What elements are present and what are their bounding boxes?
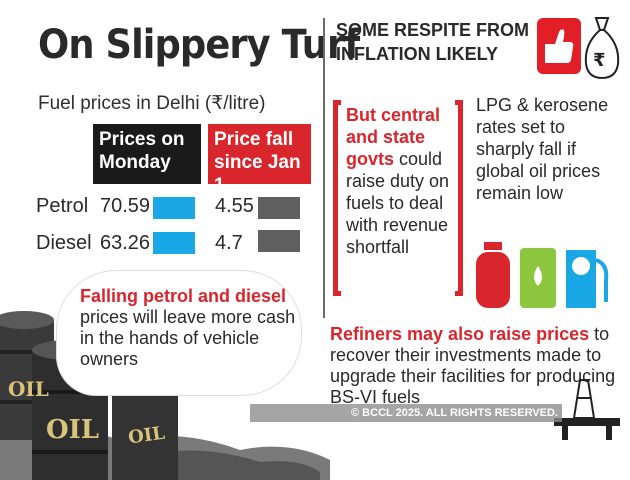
barrel-left-label: OIL [8, 377, 49, 401]
diesel-monday-price: 63.26 [100, 232, 151, 254]
diesel-fall-value: 4.7 [215, 232, 243, 254]
right-heading-line2: INFLATION LIKELY [336, 44, 498, 64]
lpg-cylinder-icon [476, 242, 510, 308]
header-price-fall: Price fall since Jan 1 [208, 124, 311, 196]
rupee-symbol: ₹ [593, 50, 606, 71]
central-rest: could raise duty on fuels to deal with r… [346, 149, 450, 257]
headline: On Slippery Turf [38, 22, 360, 68]
oil-rig-icon [554, 379, 620, 440]
row-label-petrol: Petrol [36, 195, 89, 217]
diesel-fall-bar [258, 230, 300, 252]
right-heading-line1: SOME RESPITE FROM [336, 20, 530, 40]
right-heading: SOME RESPITE FROM INFLATION LIKELY [336, 18, 529, 66]
copyright-notice: © BCCL 2025. ALL RIGHTS RESERVED. [250, 404, 562, 422]
thumbs-up-icon [537, 18, 581, 74]
money-bag-icon: ₹ [584, 17, 620, 80]
row-label-diesel: Diesel [36, 232, 92, 254]
petrol-monday-bar [153, 197, 195, 219]
central-govt-text: But central and state govts could raise … [346, 104, 456, 258]
petrol-fall-bar [258, 197, 300, 219]
bracket-left [333, 100, 341, 296]
petrol-fall-value: 4.55 [215, 195, 254, 217]
table-subtitle: Fuel prices in Delhi (₹/litre) [38, 93, 266, 114]
column-divider [323, 18, 325, 318]
barrel-right-label: OIL [127, 423, 167, 449]
speech-bubble [56, 270, 302, 396]
lpg-kerosene-text: LPG & kerosene rates set to sharply fall… [476, 95, 609, 203]
refiners-rest: to recover their investments made to upg… [330, 324, 616, 407]
central-highlight: But central and state govts [346, 105, 441, 169]
bubble-text: Falling petrol and diesel prices will le… [80, 286, 300, 370]
kerosene-can-icon [520, 248, 556, 308]
bracket-right [455, 100, 463, 296]
barrel-middle-label: OIL [46, 415, 99, 445]
header-prices-monday: Prices on Monday [93, 124, 201, 184]
petrol-monday-price: 70.59 [100, 195, 151, 217]
fuel-pump-icon [566, 250, 609, 308]
refiners-text: Refiners may also raise prices to recove… [330, 324, 626, 408]
bubble-rest: prices will leave more cash in the hands… [80, 307, 296, 369]
bubble-highlight: Falling petrol and diesel [80, 286, 287, 306]
refiners-highlight: Refiners may also raise prices [330, 324, 590, 344]
fuel-icons [476, 242, 609, 308]
diesel-monday-bar [153, 232, 195, 254]
